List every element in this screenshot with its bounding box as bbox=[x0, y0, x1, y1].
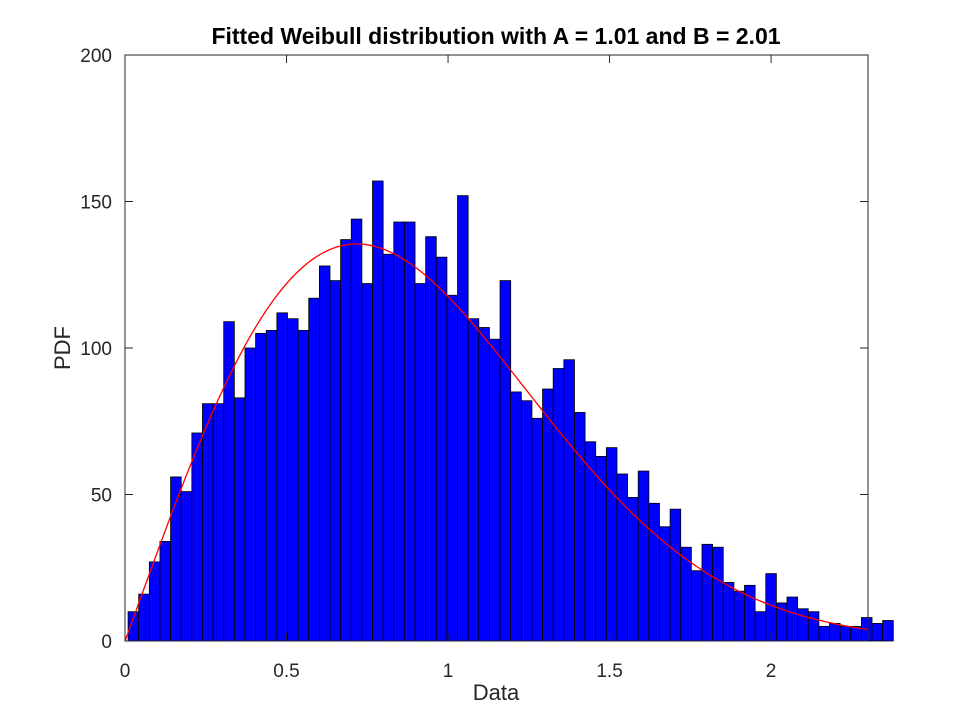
histogram-bar bbox=[435, 256, 448, 642]
histogram-bar bbox=[520, 400, 533, 642]
histogram-bar bbox=[159, 540, 171, 642]
histogram-bar bbox=[318, 265, 331, 642]
histogram-bar bbox=[648, 502, 660, 642]
histogram-bar bbox=[340, 239, 352, 642]
histogram-bar bbox=[244, 347, 257, 642]
histogram-bar bbox=[637, 470, 650, 642]
histogram-bar bbox=[871, 623, 884, 642]
fitted-weibull-curve bbox=[124, 243, 869, 642]
histogram-bar bbox=[807, 611, 820, 642]
x-tick-label: 2 bbox=[766, 661, 777, 682]
y-tick-label: 0 bbox=[101, 632, 112, 653]
histogram-bar bbox=[701, 543, 714, 642]
histogram-bar bbox=[329, 280, 342, 642]
histogram-bar bbox=[669, 508, 682, 642]
histogram-bar bbox=[584, 441, 597, 642]
histogram-bar bbox=[690, 570, 703, 642]
histogram-bar bbox=[382, 253, 395, 642]
histogram-bar bbox=[797, 608, 809, 642]
histogram-bar bbox=[478, 327, 490, 642]
histogram-bars bbox=[127, 180, 894, 642]
y-axis-label: PDF bbox=[50, 326, 75, 370]
histogram-bar bbox=[297, 330, 310, 642]
y-tick-label: 150 bbox=[80, 193, 112, 214]
histogram-bar bbox=[233, 397, 246, 642]
x-tick-label: 0.5 bbox=[273, 661, 299, 682]
histogram-bar bbox=[754, 611, 767, 642]
histogram-bar bbox=[510, 391, 522, 642]
histogram-bar bbox=[361, 283, 373, 642]
histogram-bar bbox=[605, 447, 618, 642]
histogram-bar bbox=[733, 590, 745, 642]
histogram-bar bbox=[489, 338, 501, 642]
histogram-bar bbox=[276, 312, 288, 642]
histogram-bar bbox=[829, 623, 841, 642]
histogram-bar bbox=[467, 318, 480, 642]
histogram-bar bbox=[425, 236, 437, 642]
x-tick-label: 0 bbox=[120, 661, 131, 682]
histogram-bar bbox=[393, 221, 405, 642]
histogram-bar bbox=[818, 625, 830, 642]
x-tick-label: 1.5 bbox=[596, 661, 622, 682]
y-axis: 0 50 100 150 200 bbox=[80, 46, 868, 653]
histogram-bar bbox=[722, 582, 735, 642]
histogram-bar bbox=[287, 318, 299, 642]
histogram-bar bbox=[786, 596, 799, 642]
histogram-bar bbox=[308, 297, 320, 642]
histogram-bar bbox=[180, 491, 193, 642]
histogram-bar bbox=[446, 294, 458, 642]
histogram-bar bbox=[127, 611, 140, 642]
histogram-bar bbox=[350, 218, 363, 642]
histogram-bar bbox=[202, 403, 214, 642]
histogram-bar bbox=[563, 359, 575, 642]
histogram-bar bbox=[552, 368, 565, 642]
histogram-bar bbox=[882, 620, 894, 642]
histogram-bar bbox=[372, 180, 384, 642]
histogram-bar bbox=[191, 432, 203, 642]
histogram-bar bbox=[627, 497, 639, 642]
histogram-bar bbox=[499, 280, 512, 642]
x-axis-label: Data bbox=[473, 680, 520, 705]
histogram-bar bbox=[531, 417, 543, 642]
histogram-bar bbox=[265, 330, 278, 642]
histogram-bar bbox=[542, 388, 554, 642]
x-axis: 0 0.5 1 1.5 2 bbox=[120, 55, 777, 682]
histogram-bar bbox=[457, 195, 469, 642]
y-tick-label: 200 bbox=[80, 46, 112, 67]
histogram-bar bbox=[212, 403, 225, 642]
y-tick-label: 100 bbox=[80, 339, 112, 360]
histogram-bar bbox=[414, 283, 427, 642]
chart-title: Fitted Weibull distribution with A = 1.0… bbox=[211, 23, 780, 49]
histogram-bar bbox=[255, 332, 267, 642]
y-tick-label: 50 bbox=[91, 486, 112, 507]
histogram-bar bbox=[138, 593, 150, 642]
histogram-bar bbox=[712, 546, 724, 642]
histogram-bar bbox=[744, 584, 756, 642]
histogram-bar bbox=[404, 221, 416, 642]
histogram-bar bbox=[839, 625, 852, 642]
histogram-bar bbox=[659, 526, 671, 642]
histogram-bar bbox=[148, 561, 161, 642]
x-tick-label: 1 bbox=[443, 661, 454, 682]
histogram-bar bbox=[574, 412, 586, 642]
